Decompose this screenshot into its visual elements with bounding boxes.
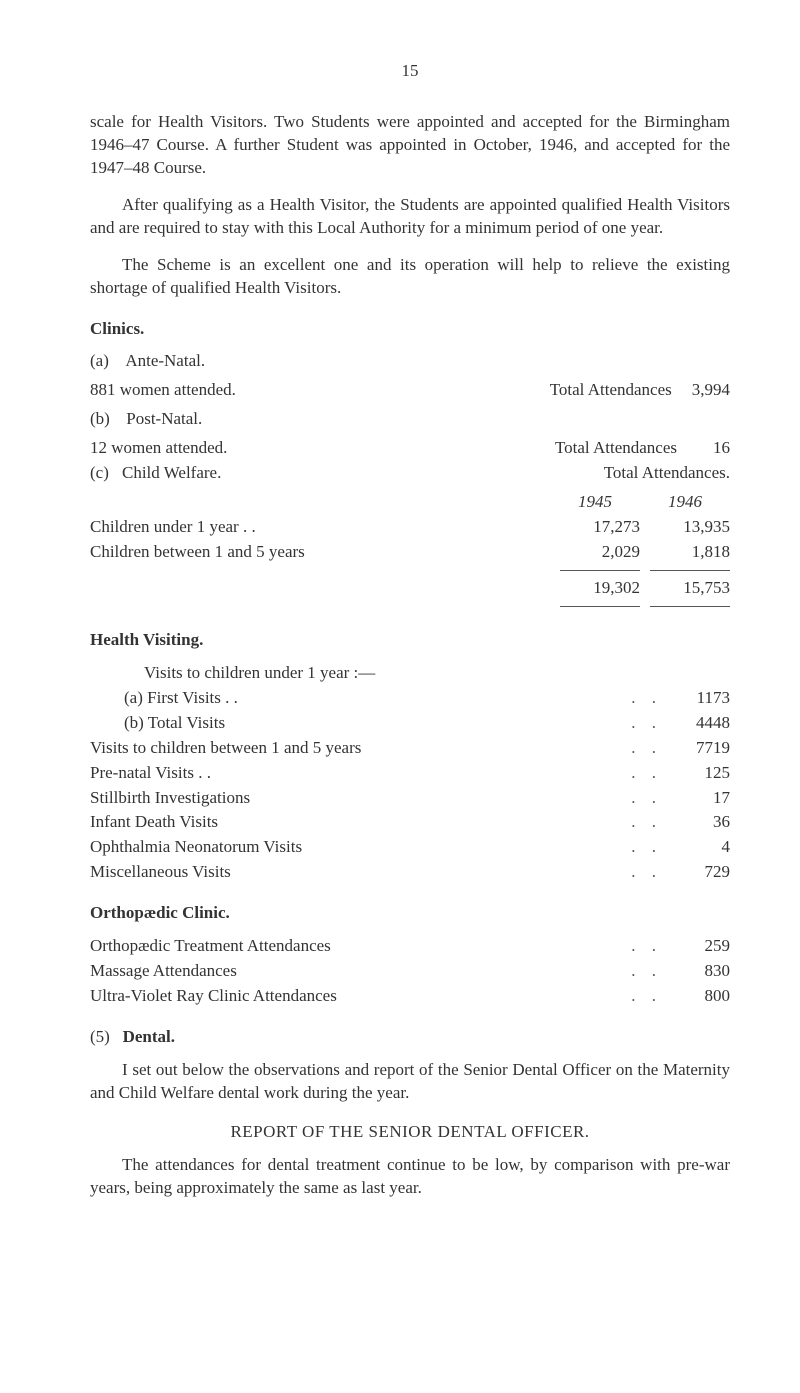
health-visiting-row-value: 7719 bbox=[670, 737, 730, 760]
dental-para-1: I set out below the observations and rep… bbox=[90, 1059, 730, 1105]
health-visiting-row-value: 4 bbox=[670, 836, 730, 859]
dots: . . bbox=[623, 787, 670, 810]
clinic-c-year-header: 1945 1946 bbox=[90, 491, 730, 514]
health-visiting-heading: Health Visiting. bbox=[90, 629, 730, 652]
clinic-c-year2: 1946 bbox=[640, 491, 730, 514]
paragraph-2: After qualifying as a Health Visitor, th… bbox=[90, 194, 730, 240]
dots: . . bbox=[623, 737, 670, 760]
health-visiting-row-label: Miscellaneous Visits bbox=[90, 861, 623, 884]
ortho-row-value: 259 bbox=[670, 935, 730, 958]
clinic-c: (c) Child Welfare. Total Attendances. bbox=[90, 462, 730, 485]
clinic-b-tag: (b) bbox=[90, 408, 122, 431]
dental-heading-line: (5) Dental. bbox=[90, 1026, 730, 1049]
health-visiting-row: Infant Death Visits. .36 bbox=[90, 811, 730, 834]
health-visiting-row: (b) Total Visits. .4448 bbox=[90, 712, 730, 735]
health-visiting-row-value: 36 bbox=[670, 811, 730, 834]
health-visiting-row-value: 125 bbox=[670, 762, 730, 785]
clinic-a: (a) Ante-Natal. bbox=[90, 350, 730, 373]
health-visiting-row: (a) First Visits . .. .1173 bbox=[90, 687, 730, 710]
health-visiting-rows: (a) First Visits . .. .1173(b) Total Vis… bbox=[90, 687, 730, 885]
dental-para-2: The attendances for dental treatment con… bbox=[90, 1154, 730, 1200]
health-visiting-row-label: Pre-natal Visits . . bbox=[90, 762, 623, 785]
page-number: 15 bbox=[90, 60, 730, 83]
clinic-c-title: Child Welfare. bbox=[122, 462, 221, 485]
clinic-c-rule-top bbox=[144, 566, 730, 575]
dental-report-heading: REPORT OF THE SENIOR DENTAL OFFICER. bbox=[90, 1121, 730, 1144]
ortho-heading: Orthopædic Clinic. bbox=[90, 902, 730, 925]
dots: . . bbox=[623, 985, 670, 1008]
clinic-c-row-1-v1: 2,029 bbox=[550, 541, 640, 564]
clinic-c-tag: (c) bbox=[90, 462, 122, 485]
health-visiting-row: Stillbirth Investigations. .17 bbox=[90, 787, 730, 810]
dots: . . bbox=[623, 861, 670, 884]
clinic-b-val: 16 bbox=[713, 437, 730, 460]
clinic-c-row-1-label: Children between 1 and 5 years bbox=[90, 541, 550, 564]
ortho-row-value: 830 bbox=[670, 960, 730, 983]
dental-number: (5) bbox=[90, 1027, 110, 1046]
health-visiting-row-value: 4448 bbox=[670, 712, 730, 735]
dots: . . bbox=[623, 960, 670, 983]
health-visiting-row-label: Visits to children between 1 and 5 years bbox=[90, 737, 623, 760]
clinics-heading: Clinics. bbox=[90, 318, 730, 341]
ortho-row-label: Massage Attendances bbox=[90, 960, 623, 983]
health-visiting-intro: Visits to children under 1 year :— bbox=[144, 662, 730, 685]
clinic-c-row-0-v2: 13,935 bbox=[640, 516, 730, 539]
clinic-c-rule-bot bbox=[144, 602, 730, 611]
ortho-row: Massage Attendances. .830 bbox=[90, 960, 730, 983]
clinic-b-line: 12 women attended. bbox=[90, 437, 227, 460]
paragraph-1: scale for Health Visitors. Two Students … bbox=[90, 111, 730, 180]
health-visiting-row: Pre-natal Visits . .. .125 bbox=[90, 762, 730, 785]
clinic-a-val: 3,994 bbox=[692, 379, 730, 402]
dots: . . bbox=[623, 935, 670, 958]
clinic-c-year1: 1945 bbox=[550, 491, 640, 514]
clinic-c-row-1: Children between 1 and 5 years 2,029 1,8… bbox=[90, 541, 730, 564]
ortho-row: Orthopædic Treatment Attendances. .259 bbox=[90, 935, 730, 958]
health-visiting-row-label: Stillbirth Investigations bbox=[90, 787, 623, 810]
clinic-b-rightlabel: Total Attendances bbox=[555, 437, 677, 460]
health-visiting-row-value: 729 bbox=[670, 861, 730, 884]
dots: . . bbox=[623, 712, 670, 735]
clinic-c-total-v1: 19,302 bbox=[550, 577, 640, 600]
clinic-a-line: 881 women attended. bbox=[90, 379, 236, 402]
ortho-row-value: 800 bbox=[670, 985, 730, 1008]
dots: . . bbox=[623, 811, 670, 834]
dots: . . bbox=[623, 762, 670, 785]
health-visiting-row-label: Infant Death Visits bbox=[90, 811, 623, 834]
clinic-b-row: 12 women attended. Total Attendances 16 bbox=[90, 437, 730, 460]
paragraph-3: The Scheme is an excellent one and its o… bbox=[90, 254, 730, 300]
health-visiting-row: Ophthalmia Neonatorum Visits. .4 bbox=[90, 836, 730, 859]
health-visiting-row-label: (a) First Visits . . bbox=[124, 687, 623, 710]
ortho-row-label: Ultra-Violet Ray Clinic Attendances bbox=[90, 985, 623, 1008]
clinic-c-rightlabel: Total Attendances. bbox=[604, 462, 730, 485]
ortho-rows: Orthopædic Treatment Attendances. .259Ma… bbox=[90, 935, 730, 1008]
clinic-b: (b) Post-Natal. bbox=[90, 408, 730, 431]
dots: . . bbox=[623, 836, 670, 859]
ortho-row: Ultra-Violet Ray Clinic Attendances. .80… bbox=[90, 985, 730, 1008]
clinic-c-total-v2: 15,753 bbox=[640, 577, 730, 600]
health-visiting-row-value: 1173 bbox=[670, 687, 730, 710]
health-visiting-row-label: (b) Total Visits bbox=[124, 712, 623, 735]
health-visiting-row: Visits to children between 1 and 5 years… bbox=[90, 737, 730, 760]
clinic-a-rightlabel: Total Attendances bbox=[550, 379, 672, 402]
ortho-row-label: Orthopædic Treatment Attendances bbox=[90, 935, 623, 958]
clinic-c-row-0-v1: 17,273 bbox=[550, 516, 640, 539]
health-visiting-row: Miscellaneous Visits. .729 bbox=[90, 861, 730, 884]
dots: . . bbox=[623, 687, 670, 710]
clinic-a-title: Ante-Natal. bbox=[125, 351, 205, 370]
clinic-a-tag: (a) bbox=[90, 350, 122, 373]
clinic-c-totals: 19,302 15,753 bbox=[90, 577, 730, 600]
health-visiting-row-label: Ophthalmia Neonatorum Visits bbox=[90, 836, 623, 859]
clinic-a-row: 881 women attended. Total Attendances 3,… bbox=[90, 379, 730, 402]
dental-heading: Dental. bbox=[123, 1027, 175, 1046]
health-visiting-row-value: 17 bbox=[670, 787, 730, 810]
clinic-c-row-1-v2: 1,818 bbox=[640, 541, 730, 564]
clinic-c-row-0: Children under 1 year . . 17,273 13,935 bbox=[90, 516, 730, 539]
clinic-b-title: Post-Natal. bbox=[126, 409, 202, 428]
clinic-c-row-0-label: Children under 1 year . . bbox=[90, 516, 550, 539]
